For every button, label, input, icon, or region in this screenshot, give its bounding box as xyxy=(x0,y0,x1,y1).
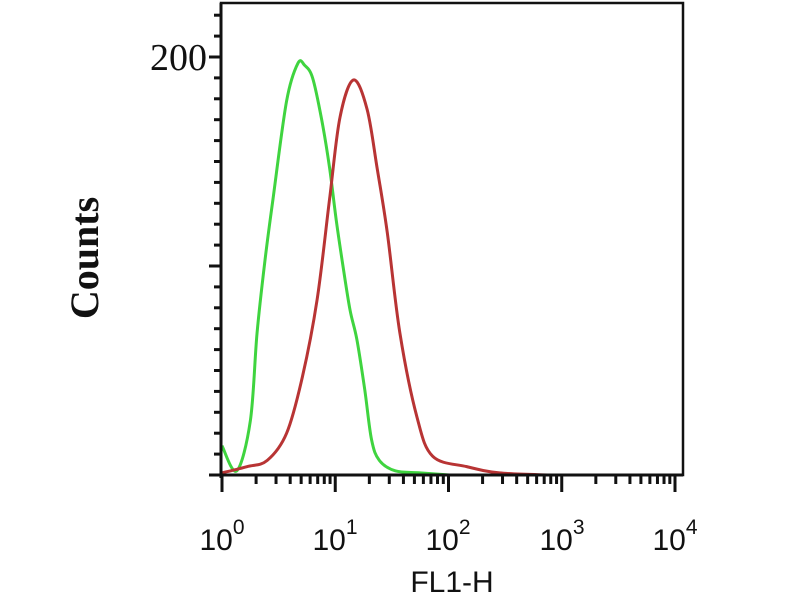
y-axis-ticks xyxy=(209,13,221,477)
series-line-red xyxy=(221,78,550,477)
y-tick-label-200: 200 xyxy=(150,37,207,79)
series-curves xyxy=(220,59,550,477)
x-tick-label-4: 104 xyxy=(652,516,697,557)
x-axis-ticks xyxy=(220,475,677,492)
x-tick-label-0: 100 xyxy=(199,516,244,557)
x-axis-title: FL1-H xyxy=(410,566,493,599)
x-tick-label-3: 103 xyxy=(539,516,584,557)
plot-frame xyxy=(219,1,685,477)
y-axis-title: Counts xyxy=(62,197,107,319)
x-tick-label-2: 102 xyxy=(425,516,470,557)
x-tick-labels: 100 101 102 103 104 xyxy=(199,516,697,557)
series-line-green xyxy=(220,59,450,477)
x-tick-label-1: 101 xyxy=(312,516,357,557)
